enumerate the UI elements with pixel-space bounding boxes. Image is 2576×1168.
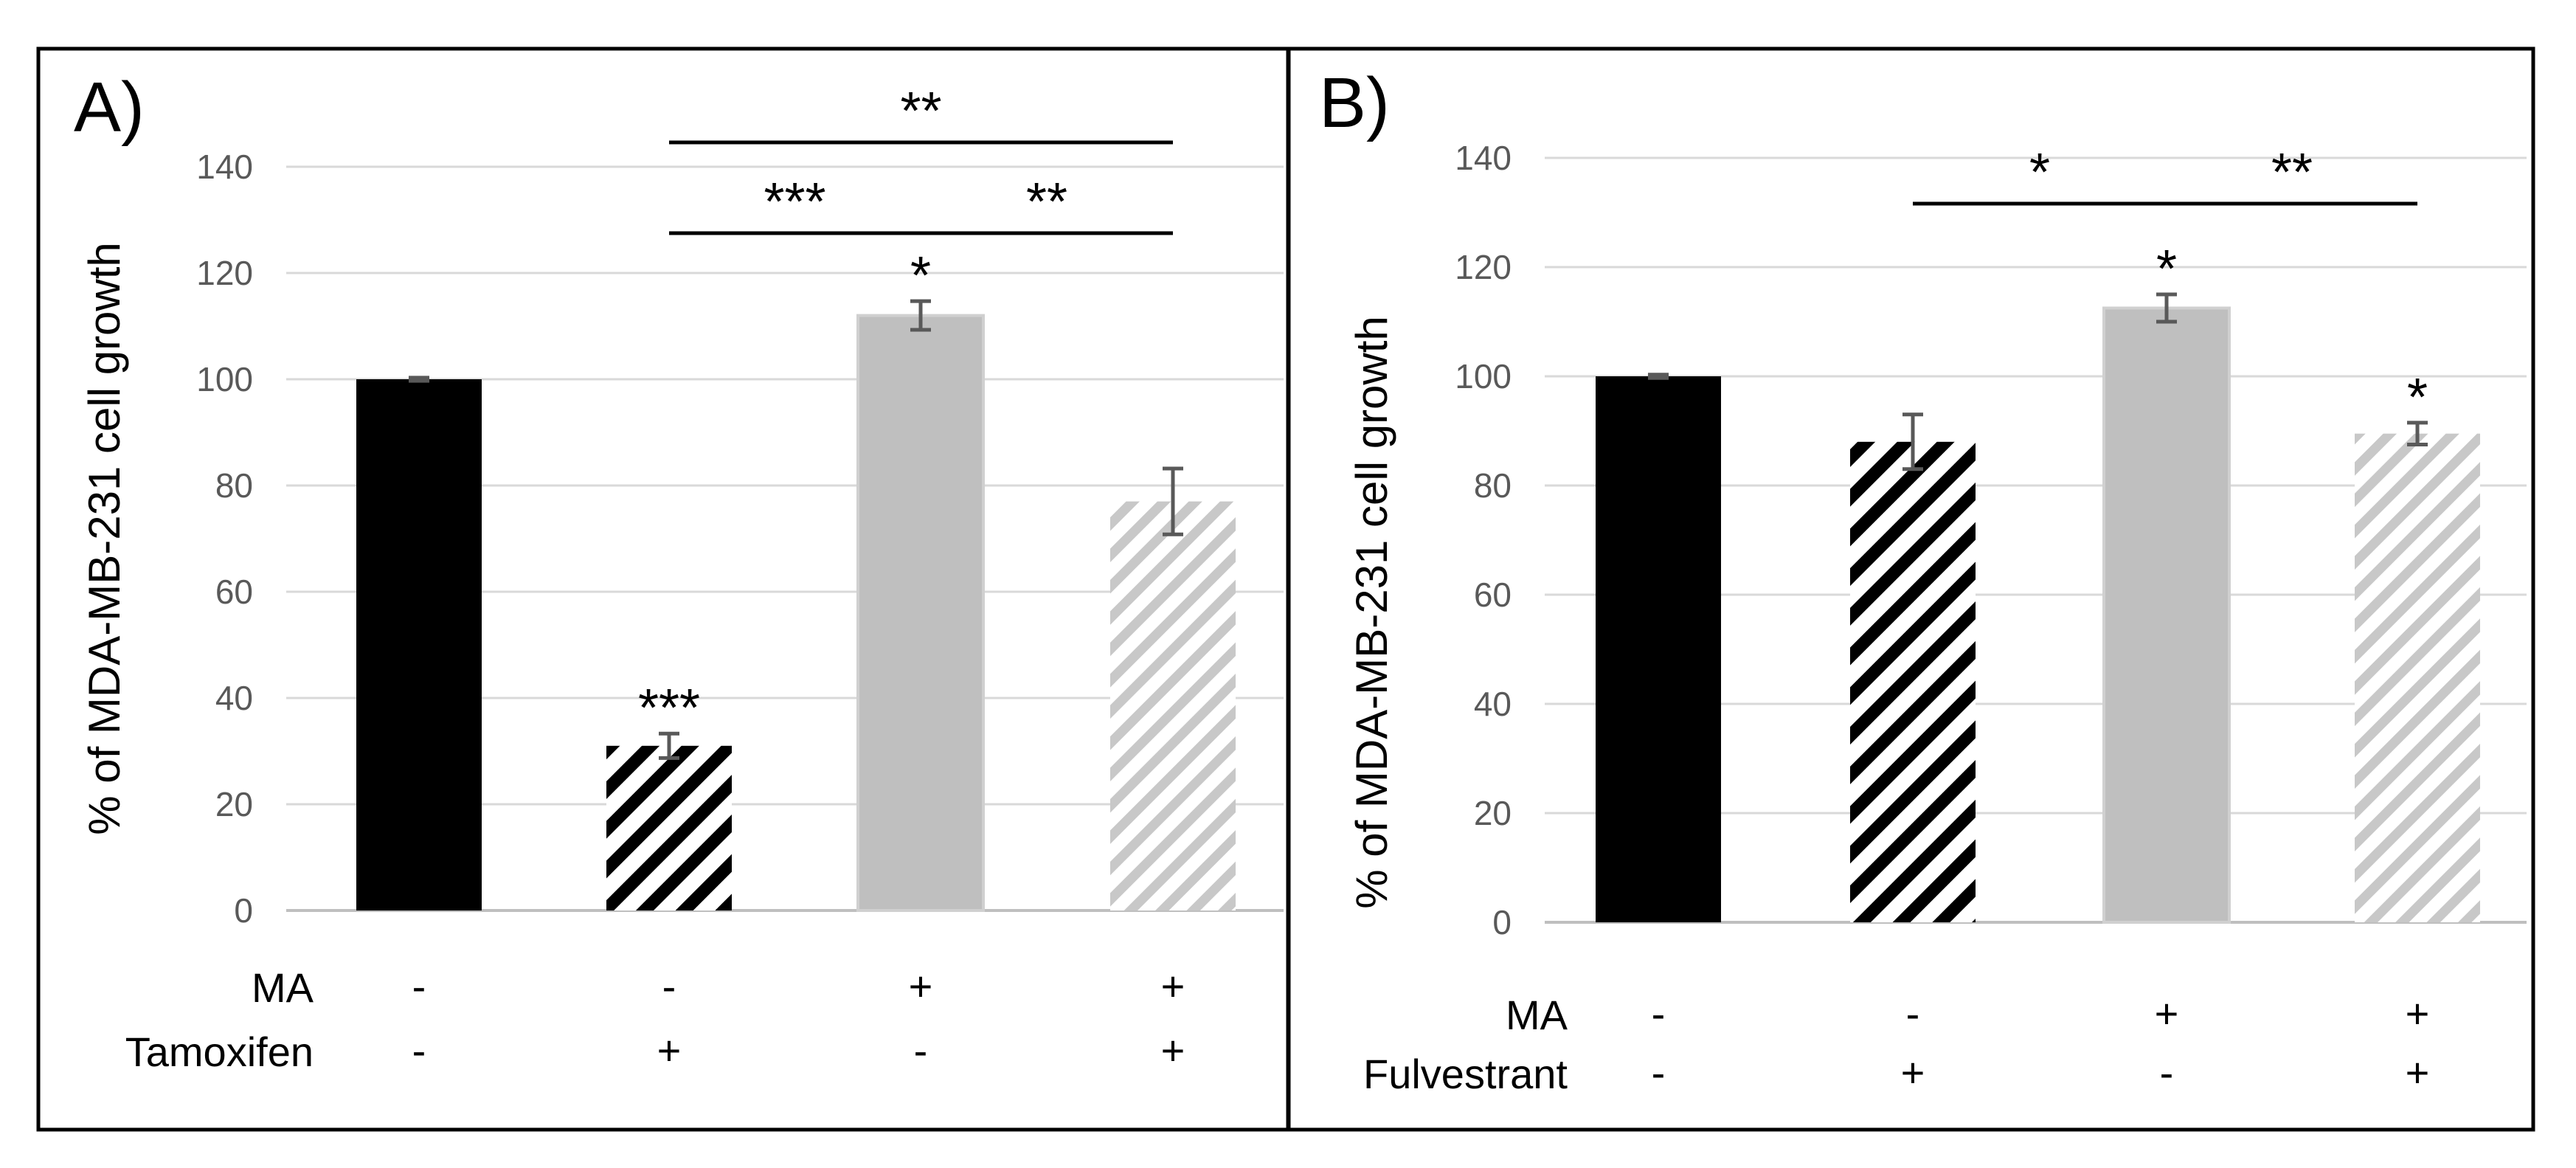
y-tick-label: 140: [196, 148, 253, 186]
condition-sign: +: [1161, 1027, 1185, 1074]
significance-label: ***: [638, 679, 700, 738]
bar: [2355, 433, 2480, 922]
condition-label: MA: [252, 964, 314, 1011]
condition-sign: +: [909, 963, 933, 1009]
bracket-label: *: [2029, 143, 2050, 202]
y-tick-label: 60: [215, 573, 253, 611]
condition-sign: -: [662, 963, 676, 1009]
panel-label: B): [1319, 63, 1390, 142]
significance-label: *: [2156, 240, 2177, 299]
condition-sign: +: [1901, 1049, 1925, 1096]
y-tick-label: 120: [1455, 248, 1512, 286]
condition-sign: -: [1652, 990, 1666, 1037]
bracket-label: **: [2271, 143, 2313, 202]
bracket-label: **: [900, 82, 941, 141]
bar: [856, 314, 985, 913]
condition-sign: +: [2406, 1049, 2430, 1096]
condition-sign: -: [1652, 1049, 1666, 1096]
y-tick-label: 20: [1474, 794, 1512, 832]
panel-a: A) 0 20 40 60 80 100 120 140 % of MDA-MB-231 cell…: [36, 46, 1290, 1132]
bar: [2102, 306, 2231, 924]
bar: [1596, 376, 1721, 922]
condition-sign: +: [2406, 990, 2430, 1037]
condition-sign: -: [914, 1027, 928, 1074]
y-tick-label: 40: [215, 679, 253, 717]
y-tick-label: 120: [196, 254, 253, 292]
condition-sign: -: [2160, 1049, 2174, 1096]
panel-label: A): [74, 68, 145, 147]
y-tick-label: 100: [1455, 357, 1512, 395]
y-tick-label: 80: [1474, 466, 1512, 505]
condition-sign: +: [1161, 963, 1185, 1009]
bar: [1110, 501, 1236, 910]
y-axis-label: % of MDA-MB-231 cell growth: [80, 242, 129, 835]
y-axis-label: % of MDA-MB-231 cell growth: [1347, 316, 1396, 909]
y-tick-label: 0: [1492, 903, 1512, 941]
condition-sign: +: [2155, 990, 2179, 1037]
condition-sign: -: [412, 1027, 426, 1074]
significance-label: *: [910, 246, 931, 305]
condition-label: MA: [1506, 992, 1568, 1038]
panel-b: B) 0 20 40 60 80 100 120 140 % of MDA-MB-231 cell…: [1287, 46, 2535, 1132]
y-tick-label: 80: [215, 466, 253, 505]
condition-sign: -: [412, 963, 426, 1009]
condition-sign: -: [1906, 990, 1920, 1037]
y-tick-label: 0: [234, 891, 253, 930]
y-tick-label: 20: [215, 785, 253, 823]
y-tick-label: 100: [196, 360, 253, 398]
y-tick-label: 40: [1474, 685, 1512, 723]
bar: [1850, 441, 1976, 922]
y-tick-label: 60: [1474, 576, 1512, 614]
condition-sign: +: [657, 1027, 682, 1074]
bracket-label: **: [1026, 173, 1067, 232]
bar: [606, 745, 732, 910]
panel-frame: [1287, 46, 2535, 1132]
condition-label: Tamoxifen: [125, 1029, 314, 1075]
condition-label: Fulvestrant: [1363, 1051, 1568, 1097]
significance-label: *: [2407, 368, 2428, 427]
y-tick-label: 140: [1455, 139, 1512, 177]
bracket-label: ***: [764, 173, 825, 232]
bar: [356, 379, 482, 910]
